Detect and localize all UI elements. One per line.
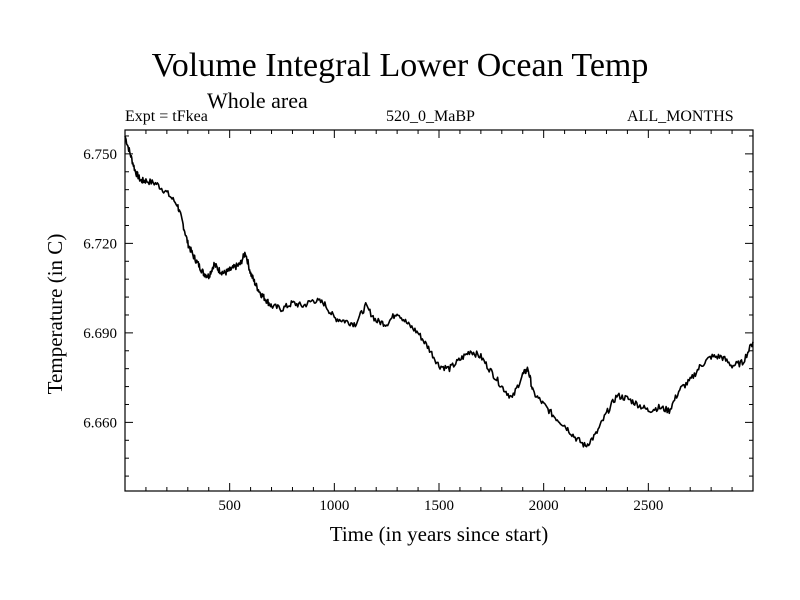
y-tick-label: 6.720 <box>83 236 117 252</box>
months-label: ALL_MONTHS <box>627 108 734 125</box>
x-tick-label: 500 <box>218 498 241 514</box>
y-tick-label: 6.660 <box>83 415 117 431</box>
plot-frame <box>124 129 754 492</box>
temperature-series-line <box>124 135 754 448</box>
x-tick-label: 2500 <box>633 498 663 514</box>
experiment-label: Expt = tFkea <box>125 108 208 125</box>
tick-labels: 500 1000 1500 2000 2500 6.660 6.690 6.720 6.750 <box>83 147 663 514</box>
period-label: 520_0_MaBP <box>386 108 475 125</box>
x-axis-label: Time (in years since start) <box>329 522 549 546</box>
y-axis-label: Temperature (in C) <box>43 233 67 395</box>
chart-subtitle: Whole area <box>207 88 308 113</box>
y-tick-label: 6.690 <box>83 326 117 342</box>
x-tick-label: 1000 <box>319 498 349 514</box>
x-tick-label: 1500 <box>424 498 454 514</box>
x-tick-label: 2000 <box>529 498 559 514</box>
chart-title: Volume Integral Lower Ocean Temp <box>151 47 649 84</box>
axis-ticks <box>125 130 753 491</box>
y-tick-label: 6.750 <box>83 147 117 163</box>
